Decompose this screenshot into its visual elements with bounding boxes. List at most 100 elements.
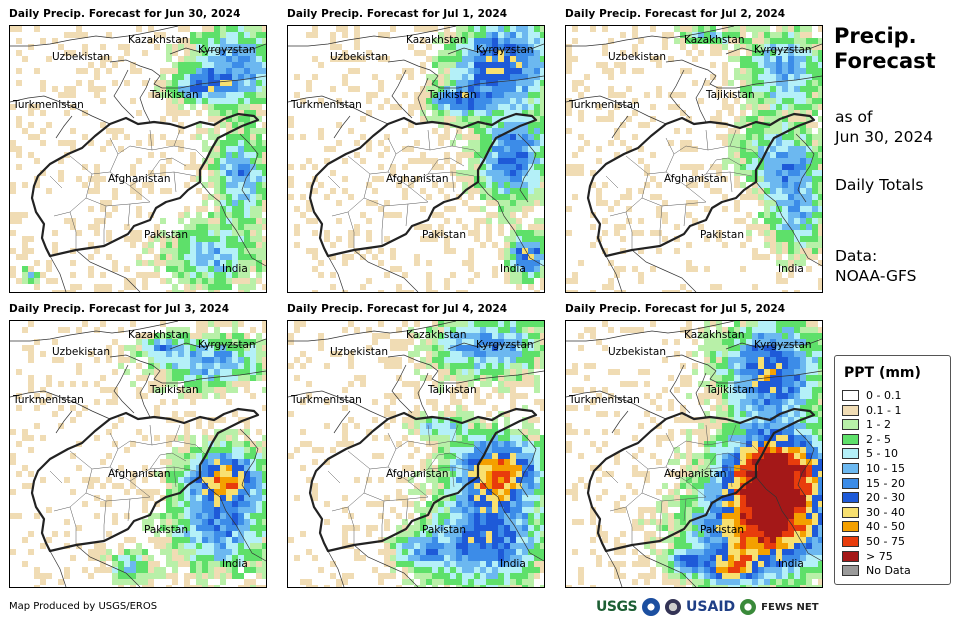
precip-cell xyxy=(288,182,294,188)
precip-cell xyxy=(232,357,238,363)
precip-cell xyxy=(770,230,776,236)
precip-cell xyxy=(402,435,408,441)
precip-cell xyxy=(378,321,384,327)
precip-cell xyxy=(154,471,160,477)
precip-cell xyxy=(764,182,770,188)
precip-cell xyxy=(456,152,462,158)
precip-cell xyxy=(136,429,142,435)
precip-cell xyxy=(396,284,402,290)
precip-cell xyxy=(166,495,172,501)
precip-cell xyxy=(662,32,668,38)
precip-cell xyxy=(486,573,492,579)
precip-cell xyxy=(28,152,34,158)
precip-cell xyxy=(220,92,226,98)
precip-cell xyxy=(596,200,602,206)
precip-cell xyxy=(516,170,522,176)
precip-cell xyxy=(770,68,776,74)
precip-cell xyxy=(178,513,184,519)
precip-cell xyxy=(534,248,540,254)
precip-cell xyxy=(462,290,468,292)
precip-cell xyxy=(812,44,818,50)
precip-cell xyxy=(486,459,492,465)
province-border xyxy=(127,203,131,227)
precip-cell xyxy=(220,477,226,483)
precip-cell xyxy=(118,561,124,567)
precip-cell xyxy=(692,146,698,152)
precip-cell xyxy=(566,170,572,176)
country-border xyxy=(113,69,135,119)
precip-cell xyxy=(396,495,402,501)
precip-cell xyxy=(414,50,420,56)
precip-cell xyxy=(510,74,516,80)
precip-cell xyxy=(396,477,402,483)
precip-cell xyxy=(578,80,584,86)
precip-cell xyxy=(250,182,256,188)
precip-cell xyxy=(528,447,534,453)
precip-cell xyxy=(776,92,782,98)
precip-cell xyxy=(782,32,788,38)
precip-cell xyxy=(450,489,456,495)
precip-cell xyxy=(492,116,498,122)
precip-cell xyxy=(728,134,734,140)
precip-cell xyxy=(100,387,106,393)
precip-cell xyxy=(534,333,540,339)
precip-cell xyxy=(408,543,414,549)
precip-cell xyxy=(262,489,266,495)
precip-cell xyxy=(250,339,256,345)
precip-cell xyxy=(504,441,510,447)
precip-cell xyxy=(680,26,686,32)
precip-cell xyxy=(752,128,758,134)
precip-cell xyxy=(294,230,300,236)
precip-cell xyxy=(534,92,540,98)
precip-cell xyxy=(238,272,244,278)
precip-cell xyxy=(626,327,632,333)
precip-cell xyxy=(232,68,238,74)
precip-cell xyxy=(516,471,522,477)
precip-cell xyxy=(444,32,450,38)
precip-cell xyxy=(614,134,620,140)
precip-cell xyxy=(118,290,124,292)
precip-cell xyxy=(776,339,782,345)
precip-cell xyxy=(348,351,354,357)
precip-cell xyxy=(190,435,196,441)
precip-cell xyxy=(450,116,456,122)
precip-cell xyxy=(510,80,516,86)
precip-cell xyxy=(662,44,668,50)
precip-cell xyxy=(190,375,196,381)
precip-cell xyxy=(118,465,124,471)
precip-cell xyxy=(758,176,764,182)
precip-cell xyxy=(420,465,426,471)
country-border xyxy=(447,43,544,55)
precip-cell xyxy=(462,447,468,453)
precip-cell xyxy=(540,543,544,549)
precip-cell xyxy=(166,471,172,477)
precip-cell xyxy=(414,98,420,104)
country-label-tajikistan: Tajikistan xyxy=(427,384,477,396)
precip-cell xyxy=(590,333,596,339)
precip-cell xyxy=(788,182,794,188)
precip-cell xyxy=(100,483,106,489)
precip-cell xyxy=(578,170,584,176)
precip-cell xyxy=(522,206,528,212)
precip-cell xyxy=(492,477,498,483)
precip-cell xyxy=(432,531,438,537)
precip-cell xyxy=(528,351,534,357)
precip-cell xyxy=(504,260,510,266)
precip-cell xyxy=(704,182,710,188)
precip-cell xyxy=(178,555,184,561)
precip-cell xyxy=(468,80,474,86)
precip-cell xyxy=(160,471,166,477)
precip-cell xyxy=(456,477,462,483)
precip-cell xyxy=(154,92,160,98)
precip-cell xyxy=(136,363,142,369)
precip-cell xyxy=(196,333,202,339)
precip-cell xyxy=(136,212,142,218)
precip-cell xyxy=(456,170,462,176)
precip-cell xyxy=(232,543,238,549)
precip-cell xyxy=(106,128,112,134)
precip-cell xyxy=(450,579,456,585)
precip-cell xyxy=(522,248,528,254)
precip-cell xyxy=(196,573,202,579)
precip-cell xyxy=(202,182,208,188)
precip-cell xyxy=(498,525,504,531)
